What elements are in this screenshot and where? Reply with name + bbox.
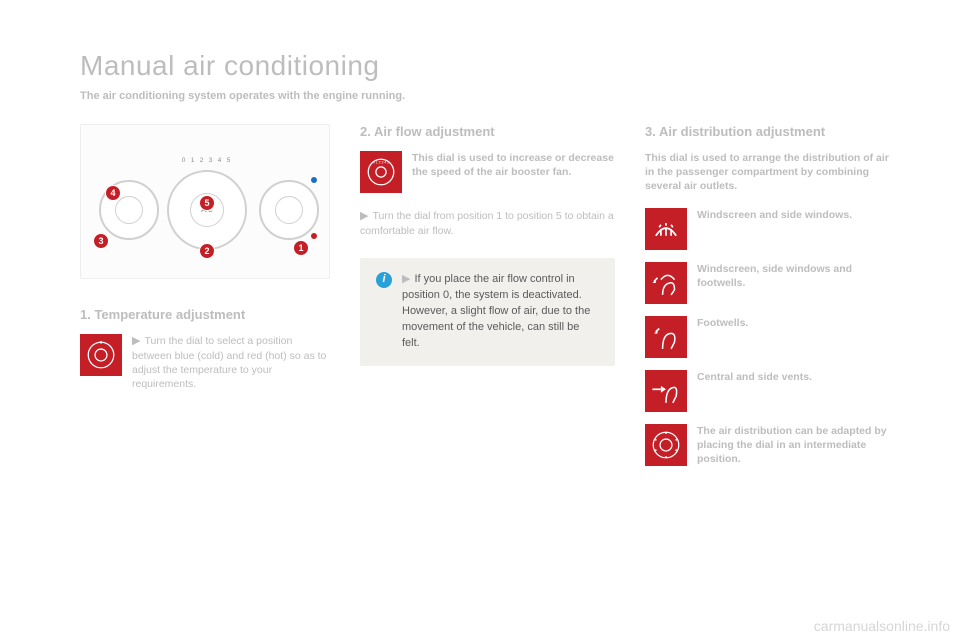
- column-3: 3. Air distribution adjustment This dial…: [645, 124, 900, 478]
- svg-text:0 1 2 3 4 5: 0 1 2 3 4 5: [373, 161, 389, 165]
- central-side-vents-icon: [645, 370, 687, 412]
- bullet-arrow-icon: ▶: [402, 273, 410, 285]
- manual-page: Manual air conditioning The air conditio…: [0, 0, 960, 640]
- column-1: 0 1 2 3 4 5 A/C 1 2 3 4 5 1. Temperature…: [80, 124, 330, 478]
- badge-5: 5: [199, 195, 215, 211]
- fan-positions-label: 0 1 2 3 4 5: [167, 158, 247, 164]
- windscreen-footwell-icon: [645, 262, 687, 304]
- dial-cluster-illustration: 0 1 2 3 4 5 A/C 1 2 3 4 5: [80, 124, 330, 279]
- dist-row-4: Central and side vents.: [645, 370, 900, 412]
- temp-hot-dot: [311, 233, 317, 239]
- section-2-heading: 2. Air flow adjustment: [360, 124, 615, 139]
- dist-row-2: Windscreen, side windows and footwells.: [645, 262, 900, 304]
- temp-cold-dot: [311, 177, 317, 183]
- section-2-intro-row: 0 1 2 3 4 5 This dial is used to increas…: [360, 151, 615, 193]
- dist-label-4: Central and side vents.: [697, 370, 812, 384]
- dist-note: The air distribution can be adapted by p…: [697, 424, 900, 467]
- info-icon: i: [376, 272, 392, 288]
- info-callout: i ▶If you place the air flow control in …: [360, 258, 615, 366]
- badge-3: 3: [93, 233, 109, 249]
- page-subtitle: The air conditioning system operates wit…: [80, 90, 900, 102]
- bullet-arrow-icon: ▶: [360, 210, 368, 222]
- columns: 0 1 2 3 4 5 A/C 1 2 3 4 5 1. Temperature…: [80, 124, 900, 478]
- bullet-arrow-icon: ▶: [132, 335, 140, 347]
- footer-watermark: carmanualsonline.info: [814, 618, 950, 634]
- section-2-bullet: ▶Turn the dial from position 1 to positi…: [360, 209, 615, 238]
- section-1-heading: 1. Temperature adjustment: [80, 307, 330, 322]
- section-3-intro: This dial is used to arrange the distrib…: [645, 151, 900, 194]
- section-1-row: ▶Turn the dial to select a position betw…: [80, 334, 330, 391]
- callout-body: ▶If you place the air flow control in po…: [402, 272, 599, 352]
- dial-temperature: [259, 180, 319, 240]
- footwell-icon: [645, 316, 687, 358]
- badge-1: 1: [293, 240, 309, 256]
- dist-label-2: Windscreen, side windows and footwells.: [697, 262, 900, 290]
- badge-4: 4: [105, 185, 121, 201]
- section-1-body: ▶Turn the dial to select a position betw…: [132, 334, 330, 391]
- dist-row-3: Footwells.: [645, 316, 900, 358]
- dist-label-3: Footwells.: [697, 316, 748, 330]
- dist-row-1: Windscreen and side windows.: [645, 208, 900, 250]
- windscreen-icon: [645, 208, 687, 250]
- distribution-dial-icon: [645, 424, 687, 466]
- fan-dial-icon: 0 1 2 3 4 5: [360, 151, 402, 193]
- page-title: Manual air conditioning: [80, 50, 900, 82]
- temperature-dial-icon: [80, 334, 122, 376]
- dist-row-note: The air distribution can be adapted by p…: [645, 424, 900, 467]
- dist-label-1: Windscreen and side windows.: [697, 208, 852, 222]
- column-2: 2. Air flow adjustment 0 1 2 3 4 5 This …: [360, 124, 615, 478]
- badge-2: 2: [199, 243, 215, 259]
- section-3-heading: 3. Air distribution adjustment: [645, 124, 900, 139]
- section-2-intro: This dial is used to increase or decreas…: [412, 151, 615, 179]
